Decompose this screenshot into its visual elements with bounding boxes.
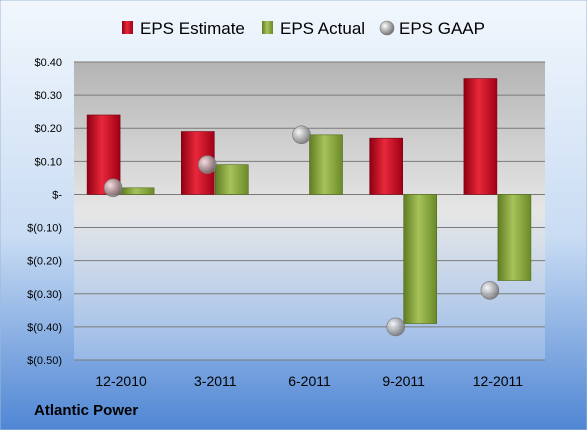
gaap-markers xyxy=(103,125,500,337)
legend-estimate-swatch xyxy=(122,21,133,34)
gaap-marker xyxy=(386,317,406,337)
y-tick-label: $0.10 xyxy=(34,156,62,168)
y-tick-label: $(0.30) xyxy=(27,289,62,301)
bars xyxy=(86,78,532,324)
x-tick-label: 9-2011 xyxy=(382,373,425,389)
x-tick-label: 12-2011 xyxy=(473,373,524,389)
actual-bar xyxy=(497,194,532,281)
legend: EPS Estimate EPS Actual EPS GAAP xyxy=(122,19,485,38)
legend-estimate-label: EPS Estimate xyxy=(140,19,245,38)
y-tick-label: $- xyxy=(52,189,62,201)
actual-bar xyxy=(403,194,438,324)
legend-actual-label: EPS Actual xyxy=(280,19,365,38)
legend-actual-swatch xyxy=(262,21,273,34)
gaap-marker xyxy=(198,155,217,174)
y-tick-label: $(0.40) xyxy=(27,322,62,334)
x-axis-labels: 12-2010 3-2011 6-2011 9-2011 12-2011 xyxy=(95,373,523,389)
actual-bar xyxy=(309,134,343,195)
y-axis-labels: $0.40 $0.30 $0.20 $0.10 $- $(0.10) $(0.20) $(0.… xyxy=(27,57,62,367)
legend-gaap-swatch xyxy=(379,20,395,36)
estimate-bar xyxy=(463,78,498,195)
gaap-marker xyxy=(292,125,311,145)
y-tick-label: $0.30 xyxy=(34,90,62,102)
gaap-marker xyxy=(103,178,123,198)
gaap-marker xyxy=(480,281,500,300)
actual-bar xyxy=(215,164,249,195)
y-tick-label: $0.40 xyxy=(34,57,62,69)
y-tick-label: $(0.20) xyxy=(27,256,62,268)
company-name: Atlantic Power xyxy=(34,402,139,419)
y-tick-label: $0.20 xyxy=(34,123,62,135)
x-tick-label: 6-2011 xyxy=(288,373,331,389)
actual-bar xyxy=(120,187,155,195)
y-tick-label: $(0.50) xyxy=(27,355,62,367)
x-tick-label: 12-2010 xyxy=(95,373,147,389)
x-tick-label: 3-2011 xyxy=(194,373,237,389)
y-tick-label: $(0.10) xyxy=(27,223,62,235)
legend-gaap-label: EPS GAAP xyxy=(399,19,485,38)
estimate-bar xyxy=(369,137,404,195)
